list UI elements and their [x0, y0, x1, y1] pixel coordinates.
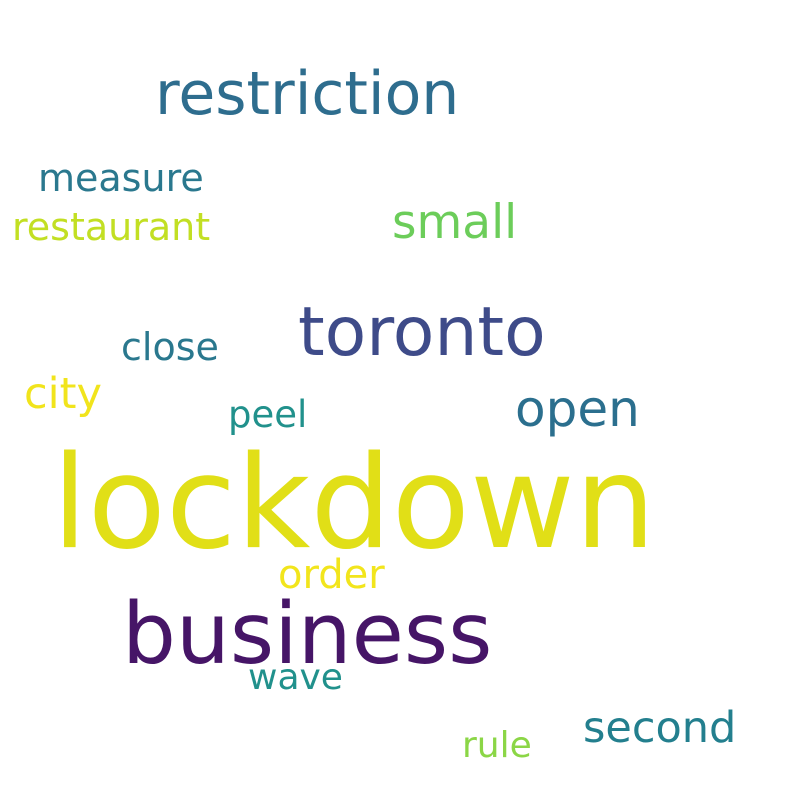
word-second: second: [583, 703, 737, 753]
word-rule: rule: [462, 725, 532, 766]
word-business: business: [122, 585, 493, 684]
word-lockdown: lockdown: [52, 429, 656, 578]
word-restriction: restriction: [155, 59, 460, 129]
word-wave: wave: [248, 657, 343, 698]
word-restaurant: restaurant: [12, 205, 211, 249]
word-order: order: [278, 552, 385, 598]
word-peel: peel: [228, 393, 308, 436]
word-open: open: [515, 380, 640, 438]
word-toronto: toronto: [298, 293, 546, 372]
word-measure: measure: [38, 156, 204, 200]
word-close: close: [121, 325, 219, 369]
word-city: city: [24, 369, 102, 419]
word-small: small: [392, 195, 518, 250]
